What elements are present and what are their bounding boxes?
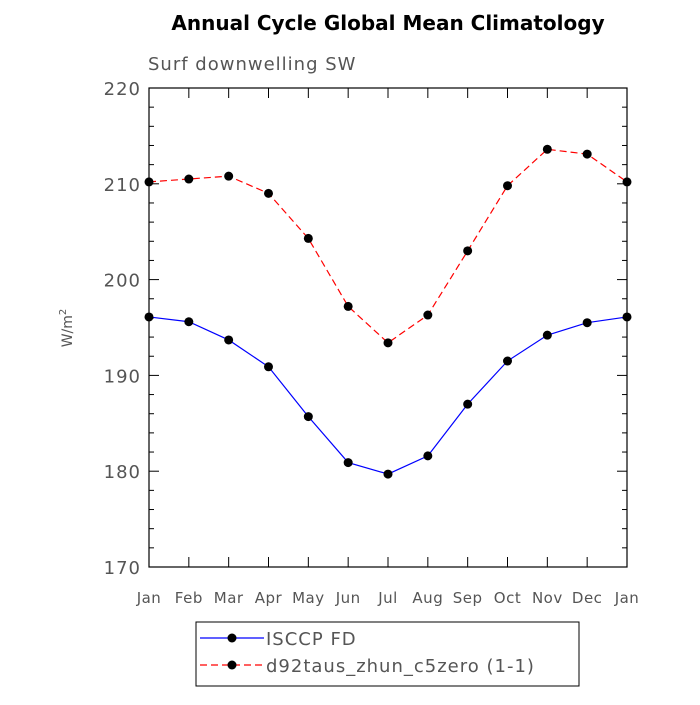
data-point bbox=[622, 177, 632, 187]
data-point bbox=[184, 174, 194, 184]
data-point bbox=[423, 310, 433, 320]
x-tick-label: Sep bbox=[453, 589, 483, 607]
data-point bbox=[144, 312, 154, 322]
data-point bbox=[503, 181, 512, 191]
x-tick-label: Dec bbox=[572, 589, 603, 607]
y-tick-label: 220 bbox=[104, 79, 141, 100]
y-tick-label: 210 bbox=[104, 175, 141, 196]
y-axis-label: W/m2 bbox=[58, 309, 76, 348]
chart-subtitle: Surf downwelling SW bbox=[148, 54, 356, 75]
y-tick-label: 200 bbox=[104, 271, 141, 292]
x-tick-label: Apr bbox=[255, 589, 283, 607]
data-point bbox=[303, 233, 313, 243]
y-axis-unit-superscript: 2 bbox=[58, 309, 69, 315]
data-point bbox=[264, 188, 273, 198]
data-point bbox=[383, 338, 393, 348]
x-tick-label: Feb bbox=[175, 589, 203, 607]
legend-marker-model bbox=[227, 660, 237, 670]
data-point bbox=[383, 469, 393, 479]
x-tick-label: Jul bbox=[377, 589, 398, 607]
data-point bbox=[343, 301, 353, 311]
data-point bbox=[224, 335, 234, 345]
legend-label-model: d92taus_zhun_c5zero (1-1) bbox=[266, 656, 535, 677]
x-tick-label: May bbox=[292, 589, 325, 607]
data-point bbox=[463, 246, 473, 256]
data-point bbox=[224, 171, 234, 181]
data-point bbox=[463, 399, 473, 409]
data-point bbox=[542, 144, 552, 154]
series-layer bbox=[144, 144, 632, 479]
y-axis-label-text: W/m2 bbox=[58, 309, 76, 348]
y-tick-label: 190 bbox=[104, 366, 141, 387]
y-tick-label: 180 bbox=[104, 462, 141, 483]
x-tick-label: Jan bbox=[136, 589, 162, 607]
data-point bbox=[582, 318, 592, 328]
data-point bbox=[423, 451, 433, 461]
data-point bbox=[622, 312, 632, 322]
plot-frame bbox=[148, 87, 628, 568]
y-tick-label: 170 bbox=[104, 558, 141, 579]
data-point bbox=[303, 412, 313, 422]
data-point bbox=[582, 149, 592, 159]
x-tick-label: Jun bbox=[335, 589, 361, 607]
data-point bbox=[542, 330, 552, 340]
axes: 170 180 190 200 210 220 Jan Feb Mar Apr May Jun Jul A… bbox=[104, 79, 640, 607]
x-tick-label: Mar bbox=[214, 589, 244, 607]
x-tick-label: Nov bbox=[532, 589, 563, 607]
legend-label-isccp: ISCCP FD bbox=[266, 629, 357, 650]
legend-box bbox=[195, 621, 580, 687]
x-tick-label: Jan bbox=[614, 589, 640, 607]
chart-title: Annual Cycle Global Mean Climatology bbox=[171, 11, 604, 35]
series-line bbox=[148, 148, 628, 344]
data-point bbox=[184, 317, 194, 327]
legend-marker-isccp bbox=[227, 633, 237, 643]
x-tick-label: Oct bbox=[494, 589, 521, 607]
data-point bbox=[144, 177, 154, 187]
data-point bbox=[503, 356, 512, 366]
data-point bbox=[343, 458, 353, 468]
x-tick-label: Aug bbox=[412, 589, 443, 607]
legend: ISCCP FD d92taus_zhun_c5zero (1-1) bbox=[195, 621, 580, 687]
y-axis-unit: W/m bbox=[60, 315, 76, 347]
data-point bbox=[264, 362, 273, 372]
